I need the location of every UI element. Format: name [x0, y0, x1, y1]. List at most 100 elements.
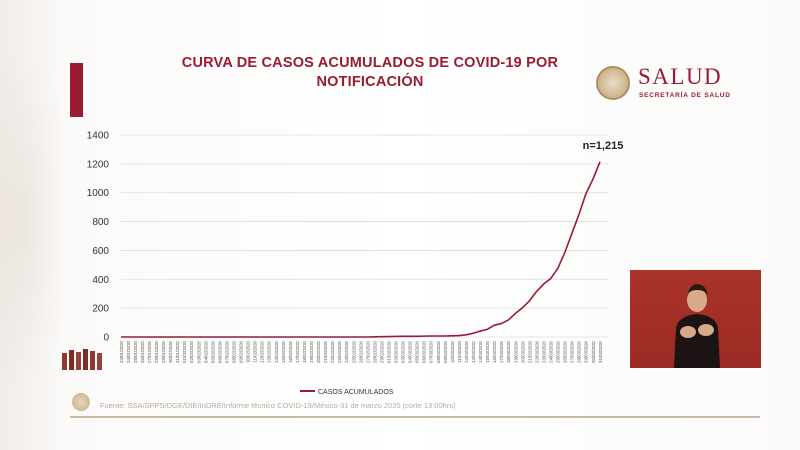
- x-tick-label: 18/03/2020: [506, 340, 511, 363]
- x-tick-label: 15/02/2020: [281, 340, 286, 363]
- x-tick-label: 19/03/2020: [513, 340, 518, 363]
- x-tick-label: 09/03/2020: [443, 340, 448, 363]
- x-tick-label: 12/03/2020: [464, 340, 469, 363]
- x-tick-label: 25/03/2020: [556, 340, 561, 363]
- x-tick-label: 16/03/2020: [492, 340, 497, 363]
- x-tick-label: 19/02/2020: [309, 340, 314, 363]
- x-tick-label: 18/02/2020: [302, 340, 307, 363]
- total-cases-annotation: n=1,215: [583, 140, 624, 152]
- series-layer: [121, 161, 601, 338]
- x-tick-label: 13/02/2020: [267, 340, 272, 363]
- x-tick-label: 15/03/2020: [485, 340, 490, 363]
- x-tick-label: 23/02/2020: [337, 340, 342, 363]
- x-tick-label: 27/03/2020: [570, 340, 575, 363]
- x-tick-label: 04/02/2020: [203, 340, 208, 363]
- x-tick-label: 13/03/2020: [471, 340, 476, 363]
- heroes-icon: [62, 349, 102, 370]
- x-tick-label: 04/03/2020: [408, 340, 413, 363]
- x-axis-ticks: 23/01/2020 24/01/2020 25/01/2020 26/01/2020…: [119, 340, 603, 363]
- legend: CASOS ACUMULADOS: [300, 389, 394, 396]
- legend-label: CASOS ACUMULADOS: [318, 389, 394, 396]
- x-tick-label: 17/02/2020: [295, 340, 300, 363]
- x-tick-label: 28/03/2020: [577, 340, 582, 363]
- y-tick-label: 600: [92, 246, 109, 257]
- x-tick-label: 08/02/2020: [232, 340, 237, 363]
- x-tick-label: 30/01/2020: [168, 340, 173, 363]
- y-tick-label: 1200: [87, 159, 110, 170]
- x-tick-label: 01/03/2020: [386, 340, 391, 363]
- x-tick-label: 08/03/2020: [436, 340, 441, 363]
- x-tick-label: 25/02/2020: [351, 340, 356, 363]
- y-tick-label: 0: [103, 333, 109, 344]
- x-tick-label: 22/03/2020: [534, 340, 539, 363]
- x-tick-label: 20/02/2020: [316, 340, 321, 363]
- x-tick-label: 31/01/2020: [175, 340, 180, 363]
- x-tick-label: 21/03/2020: [527, 340, 532, 363]
- y-tick-label: 800: [92, 217, 109, 228]
- footer-divider: [70, 416, 760, 418]
- x-tick-label: 21/02/2020: [323, 340, 328, 363]
- x-tick-label: 25/01/2020: [133, 340, 138, 363]
- chart-title-line-2: NOTIFICACIÓN: [316, 74, 424, 90]
- x-tick-label: 17/03/2020: [499, 340, 504, 363]
- x-tick-label: 14/03/2020: [478, 340, 483, 363]
- x-tick-label: 29/01/2020: [161, 340, 166, 363]
- x-tick-label: 28/01/2020: [154, 340, 159, 363]
- x-tick-label: 10/02/2020: [246, 340, 251, 363]
- x-tick-label: 27/02/2020: [365, 340, 370, 363]
- mexico-seal-icon: [596, 66, 630, 100]
- x-tick-label: 24/03/2020: [548, 340, 553, 363]
- sign-language-interpreter-video: [630, 270, 761, 368]
- x-tick-label: 24/01/2020: [126, 340, 131, 363]
- x-tick-label: 05/02/2020: [210, 340, 215, 363]
- series-line-casos-acumulados: [121, 161, 601, 338]
- chart-title: CURVA DE CASOS ACUMULADOS DE COVID-19 PO…: [150, 54, 590, 92]
- accent-bar: [70, 63, 83, 117]
- logo-subtitle: SECRETARÍA DE SALUD: [639, 92, 731, 99]
- x-tick-label: 27/01/2020: [147, 340, 152, 363]
- source-note: Fuente: SSA/SPPS/DGE/DIE/InDRE/Informe t…: [100, 401, 456, 410]
- x-tick-label: 11/02/2020: [253, 340, 258, 362]
- x-tick-label: 07/03/2020: [429, 340, 434, 363]
- x-tick-label: 26/02/2020: [358, 340, 363, 363]
- x-tick-label: 11/03/2020: [457, 340, 462, 362]
- y-tick-label: 1400: [87, 131, 110, 142]
- x-tick-label: 14/02/2020: [274, 340, 279, 363]
- logo-name: SALUD: [638, 64, 723, 89]
- x-tick-label: 26/03/2020: [563, 340, 568, 363]
- x-tick-label: 02/02/2020: [189, 340, 194, 363]
- chart-title-line-1: CURVA DE CASOS ACUMULADOS DE COVID-19 PO…: [181, 55, 559, 71]
- x-tick-label: 31/03/2020: [598, 340, 603, 363]
- x-tick-label: 20/03/2020: [520, 340, 525, 363]
- x-tick-label: 09/02/2020: [239, 340, 244, 363]
- x-tick-label: 26/01/2020: [140, 340, 145, 363]
- x-tick-label: 24/02/2020: [344, 340, 349, 363]
- heroes-illustration: [60, 345, 104, 370]
- left-watermark: [0, 40, 75, 400]
- x-tick-label: 03/02/2020: [196, 340, 201, 363]
- y-tick-label: 400: [92, 275, 109, 286]
- x-tick-label: 06/02/2020: [217, 340, 222, 363]
- x-tick-label: 07/02/2020: [224, 340, 229, 363]
- salud-logo: SALUD SECRETARÍA DE SALUD: [596, 64, 736, 104]
- y-axis-ticks: 0 200 400 600 800 1000 1200 1400: [87, 131, 110, 344]
- y-tick-label: 1000: [87, 188, 110, 199]
- x-tick-label: 30/03/2020: [591, 340, 596, 363]
- x-tick-label: 10/03/2020: [450, 340, 455, 363]
- interpreter-figure: [674, 284, 720, 368]
- x-tick-label: 02/03/2020: [394, 340, 399, 363]
- x-tick-label: 03/03/2020: [401, 340, 406, 363]
- gridlines: [121, 134, 608, 338]
- x-tick-label: 05/03/2020: [415, 340, 420, 363]
- x-tick-label: 12/02/2020: [260, 340, 265, 363]
- x-tick-label: 16/02/2020: [288, 340, 293, 363]
- x-tick-label: 01/02/2020: [182, 340, 187, 363]
- x-tick-label: 23/03/2020: [541, 340, 546, 363]
- y-tick-label: 200: [92, 304, 109, 315]
- x-tick-label: 06/03/2020: [422, 340, 427, 363]
- x-tick-label: 22/02/2020: [330, 340, 335, 363]
- x-tick-label: 29/02/2020: [379, 340, 384, 363]
- x-tick-label: 28/02/2020: [372, 340, 377, 363]
